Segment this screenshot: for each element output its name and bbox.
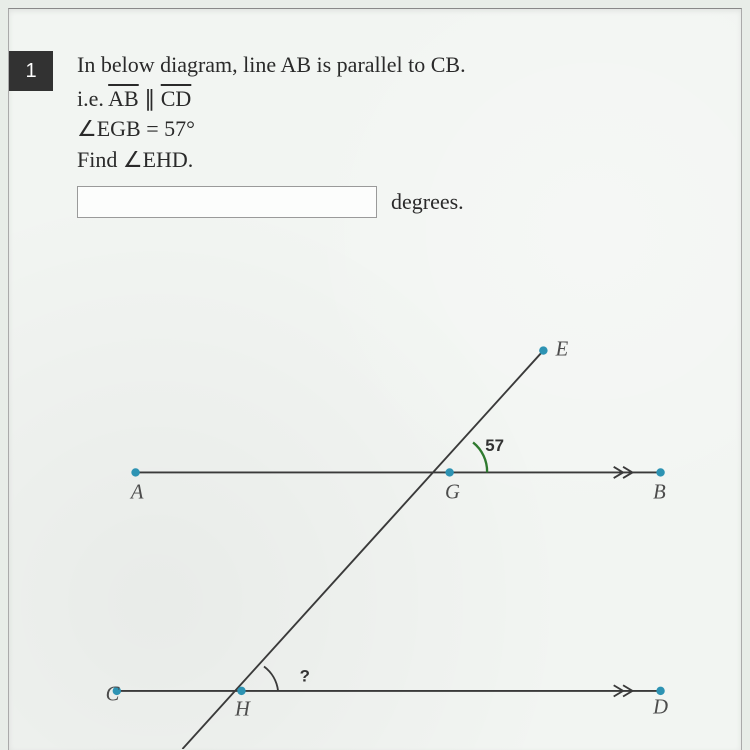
point-A: [131, 468, 139, 476]
parallel-symbol: ∥: [139, 86, 161, 111]
point-G: [445, 468, 453, 476]
question-content: In below diagram, line AB is parallel to…: [77, 51, 711, 218]
geometry-diagram: A B G E C D H 57 ?: [49, 299, 719, 749]
prompt-line-1: In below diagram, line AB is parallel to…: [77, 51, 711, 80]
prompt-line-4: Find ∠EHD.: [77, 145, 711, 176]
point-B: [656, 468, 664, 476]
prompt-line-3: ∠EGB = 57°: [77, 114, 711, 145]
label-B: B: [653, 482, 666, 504]
segment-AB: AB: [108, 86, 139, 111]
angle-EHD: EHD.: [143, 147, 194, 172]
label-A: A: [129, 482, 144, 504]
point-H: [237, 687, 245, 695]
label-H: H: [234, 698, 251, 720]
label-G: G: [445, 482, 460, 504]
line-transversal: [182, 351, 543, 749]
label-D: D: [652, 696, 668, 718]
label-C: C: [106, 683, 120, 705]
answer-row: degrees.: [77, 186, 711, 218]
page-surface: 1 In below diagram, line AB is parallel …: [8, 8, 742, 750]
prompt-line-2: i.e. AB ∥ CD: [77, 84, 711, 115]
angle-label-q: ?: [300, 667, 310, 686]
point-D: [656, 687, 664, 695]
angle-label-57: 57: [485, 436, 504, 455]
ie-prefix: i.e.: [77, 86, 108, 111]
question-number-badge: 1: [9, 51, 53, 91]
angle-EGB-label: ∠EGB =: [77, 116, 164, 141]
angle-arc-q: [264, 667, 278, 691]
degrees-label: degrees.: [391, 189, 464, 215]
segment-CD: CD: [161, 86, 192, 111]
label-E: E: [555, 338, 569, 360]
point-E: [539, 346, 547, 354]
angle-EGB-value: 57°: [164, 116, 195, 141]
find-prefix: Find ∠: [77, 147, 143, 172]
question-number: 1: [25, 60, 36, 83]
answer-input[interactable]: [77, 186, 377, 218]
